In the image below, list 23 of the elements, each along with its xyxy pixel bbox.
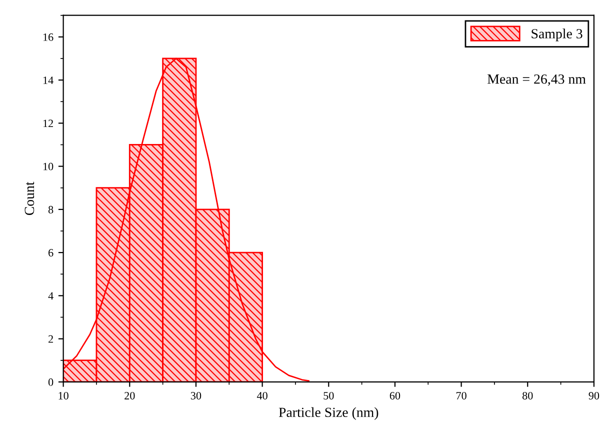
x-tick-label: 30 <box>190 392 202 400</box>
line-series <box>63 58 310 382</box>
x-tick-label: 80 <box>522 392 533 400</box>
x-tick-label: 50 <box>324 392 334 400</box>
legend-label: Sample 3 <box>532 28 582 42</box>
x-tick-label: 90 <box>588 392 600 400</box>
x-tick-label: 20 <box>124 392 135 400</box>
y-tick-label: 14 <box>43 76 54 84</box>
x-tick-label: 40 <box>256 392 268 400</box>
y-tick-label: 6 <box>48 249 54 257</box>
x-tick-label: 70 <box>456 392 466 400</box>
y-tick-label: 4 <box>48 292 54 300</box>
y-tick-label: 12 <box>43 120 53 128</box>
x-axis-title: Particle Size (nm) <box>278 407 378 420</box>
y-tick-label: 0 <box>48 378 54 386</box>
x-tick-label: 10 <box>58 392 68 400</box>
annotation: Mean = 26,43 nm <box>488 74 586 86</box>
x-tick-label: 60 <box>390 392 400 400</box>
y-tick-label: 8 <box>48 206 54 214</box>
y-tick-label: 16 <box>43 33 54 41</box>
y-axis-title: Count <box>24 182 34 216</box>
y-tick-label: 10 <box>43 162 54 170</box>
y-tick-label: 2 <box>48 335 53 343</box>
